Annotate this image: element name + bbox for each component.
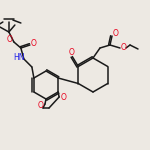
Text: O: O	[38, 100, 44, 109]
Text: O: O	[7, 36, 13, 45]
Text: O: O	[113, 30, 119, 39]
Text: O: O	[60, 93, 66, 102]
Text: O: O	[121, 44, 127, 52]
Text: HN: HN	[13, 54, 25, 63]
Text: O: O	[31, 39, 37, 48]
Text: O: O	[68, 48, 74, 57]
